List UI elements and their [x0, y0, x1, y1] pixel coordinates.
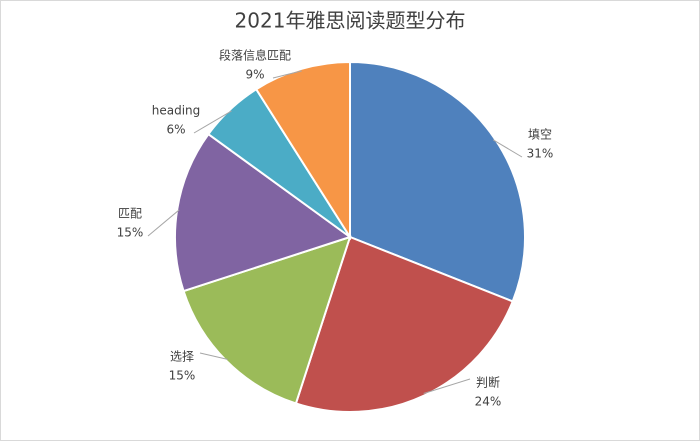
value-label: 31% [527, 147, 554, 161]
leader-line [193, 110, 232, 134]
leader-line [423, 378, 471, 395]
leader-line [147, 209, 180, 237]
leader-line [199, 352, 228, 360]
category-label: 段落信息匹配 [219, 48, 291, 63]
pie-slice [349, 60, 526, 303]
value-label: 24% [475, 395, 502, 409]
value-label: 15% [169, 369, 196, 383]
category-label: 填空 [528, 128, 552, 142]
leader-line [492, 139, 523, 158]
pie-slice [254, 60, 351, 241]
pie-slice [294, 235, 515, 413]
value-label: 6% [166, 123, 185, 137]
category-label: 匹配 [118, 207, 142, 221]
leader-line [272, 70, 302, 79]
category-label: 判断 [476, 375, 500, 390]
value-label: 9% [245, 68, 264, 82]
category-label: heading [152, 104, 201, 118]
category-label: 选择 [170, 350, 194, 364]
chart-title: 2021年雅思阅读题型分布 [235, 9, 466, 33]
pie-slice [174, 132, 353, 293]
value-label: 15% [117, 226, 144, 240]
